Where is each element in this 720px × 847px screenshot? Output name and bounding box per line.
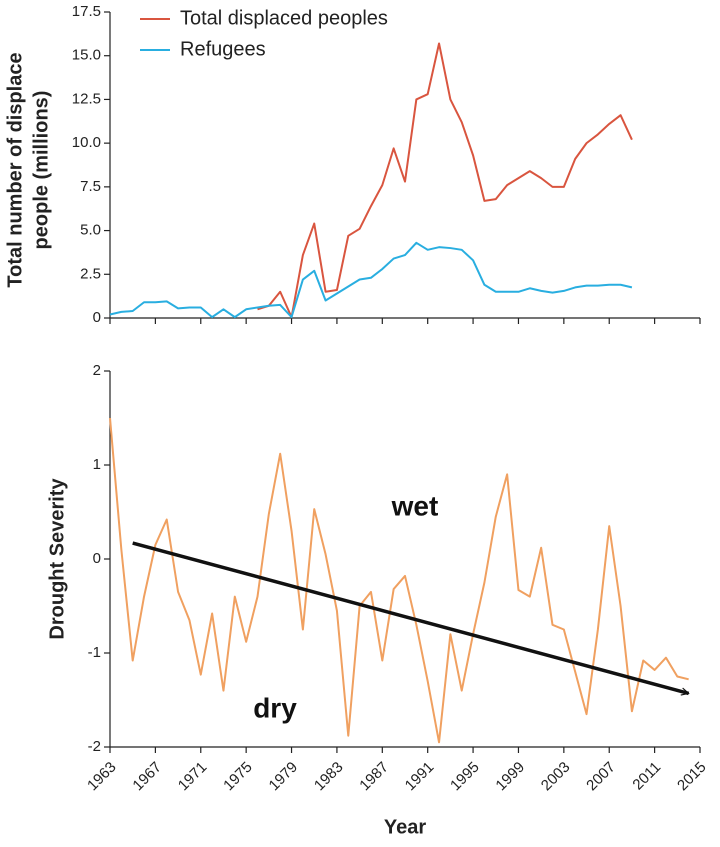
x-tick-label: 1995	[447, 759, 483, 795]
x-tick-label: 1979	[266, 759, 302, 795]
y-tick-label: 0	[93, 309, 101, 326]
x-tick-label: 2003	[538, 759, 574, 795]
x-tick-label: 1971	[175, 759, 211, 795]
legend-label: Refugees	[180, 38, 266, 60]
legend-label: Total displaced peoples	[180, 7, 388, 29]
y-tick-label: 0	[93, 550, 101, 567]
x-tick-label: 2007	[583, 759, 619, 795]
x-tick-label: 2011	[629, 759, 664, 794]
y-tick-label: 1	[93, 456, 101, 473]
x-tick-label: 2015	[674, 759, 710, 795]
x-tick-label: 1983	[311, 759, 347, 795]
y-tick-label: 5.0	[80, 222, 101, 239]
y-tick-label: 7.5	[80, 178, 101, 195]
y-tick-label: -2	[88, 738, 101, 755]
x-tick-label: 1963	[84, 759, 120, 795]
series-line	[109, 417, 689, 744]
y-axis-label: Drought Severity	[46, 478, 68, 640]
x-tick-label: 1967	[129, 759, 165, 795]
x-tick-label: 1987	[356, 759, 392, 795]
y-tick-label: 15.0	[72, 47, 101, 64]
series-line	[109, 241, 633, 319]
trend-arrow	[132, 541, 689, 693]
x-tick-label: 1975	[220, 759, 256, 795]
x-axis-label: Year	[384, 816, 426, 838]
annotation: wet	[391, 490, 439, 521]
y-tick-label: -1	[88, 644, 101, 661]
y-axis-label: people (millions)	[30, 91, 52, 250]
series-line	[257, 42, 633, 319]
y-tick-label: 2	[93, 362, 101, 379]
y-tick-label: 2.5	[80, 265, 101, 282]
y-axis-label: Total number of displace	[4, 52, 26, 287]
x-tick-label: 1991	[402, 759, 438, 795]
annotation: dry	[253, 692, 297, 723]
y-tick-label: 10.0	[72, 134, 101, 151]
x-tick-label: 1999	[492, 759, 528, 795]
y-tick-label: 17.5	[72, 3, 101, 20]
y-tick-label: 12.5	[72, 90, 101, 107]
